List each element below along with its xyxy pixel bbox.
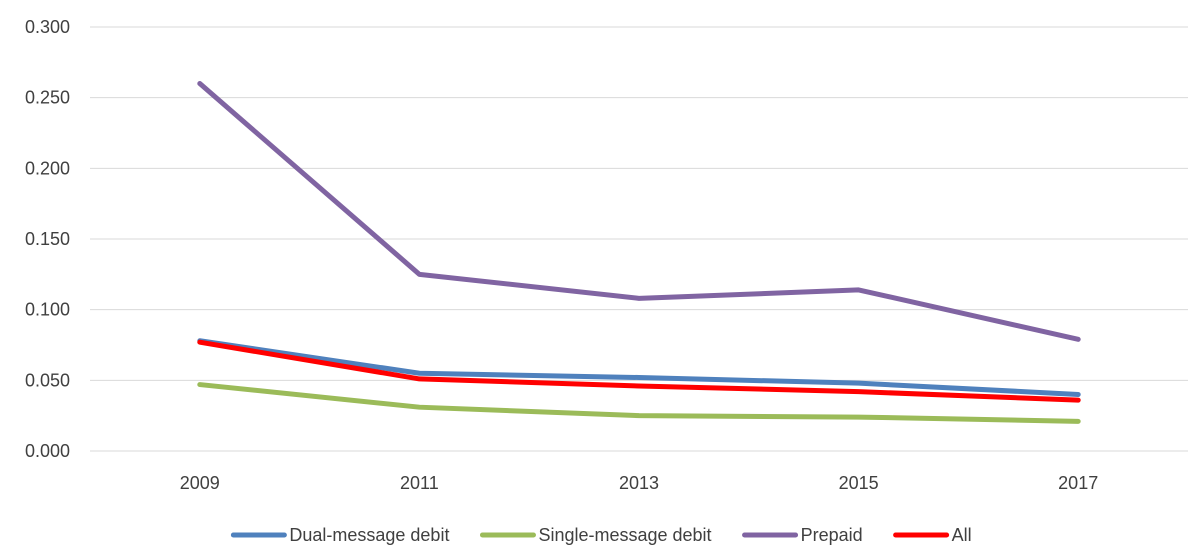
y-tick-label: 0.000 xyxy=(25,441,70,461)
y-tick-label: 0.250 xyxy=(25,88,70,108)
y-axis-tick-labels: 0.000 0.050 0.100 0.150 0.200 0.250 0.300 xyxy=(25,17,70,461)
legend-label-single-message-debit: Single-message debit xyxy=(538,525,711,545)
y-tick-label: 0.050 xyxy=(25,370,70,390)
y-tick-label: 0.150 xyxy=(25,229,70,249)
y-tick-label: 0.100 xyxy=(25,300,70,320)
legend-label-dual-message-debit: Dual-message debit xyxy=(289,525,449,545)
x-axis-tick-labels: 2009 2011 2013 2015 2017 xyxy=(180,473,1098,493)
x-tick-label: 2015 xyxy=(839,473,879,493)
legend: Dual-message debit Single-message debit Pr… xyxy=(230,525,972,545)
series-line-prepaid xyxy=(197,81,1081,342)
x-tick-label: 2011 xyxy=(400,473,439,493)
y-tick-label: 0.200 xyxy=(25,158,70,178)
x-tick-label: 2013 xyxy=(619,473,659,493)
legend-label-all: All xyxy=(952,525,972,545)
series-lines xyxy=(197,81,1081,424)
series-line-all xyxy=(197,339,1081,403)
legend-label-prepaid: Prepaid xyxy=(801,525,863,545)
x-tick-label: 2017 xyxy=(1058,473,1098,493)
gridlines xyxy=(90,26,1188,452)
x-tick-label: 2009 xyxy=(180,473,220,493)
y-tick-label: 0.300 xyxy=(25,17,70,37)
series-line-dual-message-debit xyxy=(197,338,1081,397)
series-line-single-message-debit xyxy=(197,382,1081,424)
